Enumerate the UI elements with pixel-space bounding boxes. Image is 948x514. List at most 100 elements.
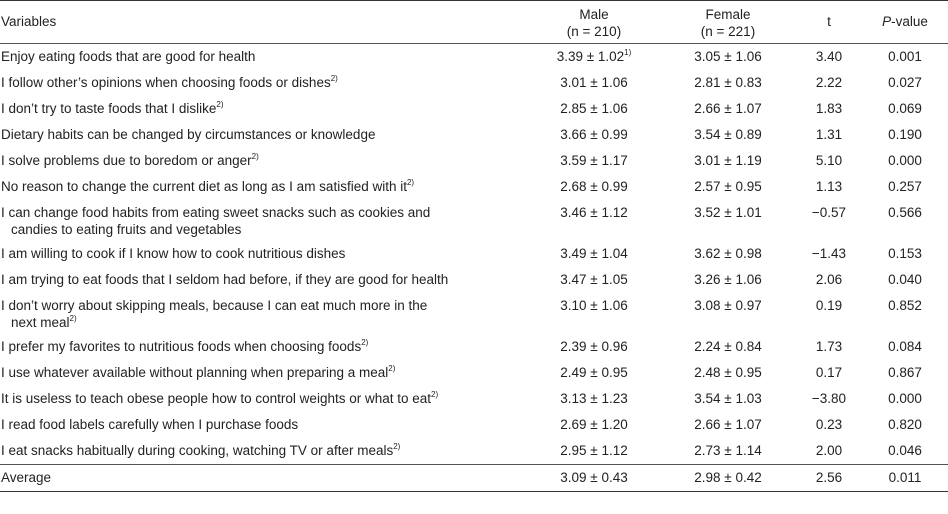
p-value: 0.084 bbox=[888, 339, 922, 354]
footnote-marker: 2) bbox=[69, 313, 77, 323]
male-value: 3.10 ± 1.06 bbox=[528, 293, 660, 334]
variable-line: I prefer my favorites to nutritious food… bbox=[1, 339, 362, 354]
variable-line: It is useless to teach obese people how … bbox=[1, 391, 432, 406]
t-value: 1.73 bbox=[815, 339, 843, 354]
female-value: 3.01 ± 1.19 bbox=[694, 153, 762, 168]
male-mean-sd: 3.01 ± 1.06 bbox=[560, 75, 628, 90]
t-value: 1.83 bbox=[815, 101, 843, 116]
footnote-marker: 2) bbox=[330, 73, 338, 83]
t-value: −0.57 bbox=[811, 205, 847, 220]
p-value: 0.257 bbox=[888, 179, 922, 194]
male-value: 3.46 ± 1.12 bbox=[528, 200, 660, 241]
male-value: 2.39 ± 0.96 bbox=[528, 334, 660, 360]
p-value: 0.027 bbox=[888, 75, 922, 90]
table-row: It is useless to teach obese people how … bbox=[0, 386, 948, 412]
variable-cell: I use whatever available without plannin… bbox=[0, 360, 528, 386]
footnote-marker: 2) bbox=[393, 441, 401, 451]
t-value: 1.31 bbox=[815, 127, 843, 142]
variable-cell: It is useless to teach obese people how … bbox=[0, 386, 528, 412]
table-row: Enjoy eating foods that are good for hea… bbox=[0, 44, 948, 71]
male-mean-sd: 3.46 ± 1.12 bbox=[560, 205, 628, 220]
header-female-n: (n = 221) bbox=[700, 24, 756, 39]
t-value: −1.43 bbox=[811, 246, 847, 261]
header-p-value: P-value bbox=[862, 1, 948, 44]
t-value: 1.13 bbox=[815, 179, 843, 194]
t-value: 0.23 bbox=[815, 417, 843, 432]
p-value: 0.153 bbox=[888, 246, 922, 261]
header-variables: Variables bbox=[1, 14, 57, 29]
t-value: 0.17 bbox=[815, 365, 843, 380]
male-value: 3.59 ± 1.17 bbox=[528, 148, 660, 174]
header-p-rest: -value bbox=[891, 14, 928, 29]
header-male-n: (n = 210) bbox=[566, 24, 622, 39]
table-header: Variables Male (n = 210) Female (n = 221… bbox=[0, 0, 948, 44]
header-row: Variables Male (n = 210) Female (n = 221… bbox=[0, 0, 948, 44]
average-p: 0.011 bbox=[888, 470, 922, 485]
male-value: 3.13 ± 1.23 bbox=[528, 386, 660, 412]
p-value: 0.190 bbox=[888, 127, 922, 142]
p-value: 0.566 bbox=[888, 205, 922, 220]
variable-line-continued: candies to eating fruits and vegetables bbox=[1, 221, 524, 238]
variable-cell: I eat snacks habitually during cooking, … bbox=[0, 438, 528, 465]
table-row: I am trying to eat foods that I seldom h… bbox=[0, 267, 948, 293]
male-value: 2.85 ± 1.06 bbox=[528, 96, 660, 122]
male-mean-sd: 2.85 ± 1.06 bbox=[560, 101, 628, 116]
header-p-italic: P bbox=[882, 14, 892, 29]
header-male-label: Male bbox=[579, 7, 609, 22]
p-value: 0.069 bbox=[888, 101, 922, 116]
female-value: 3.54 ± 1.03 bbox=[694, 391, 762, 406]
p-value: 0.040 bbox=[888, 272, 922, 287]
table-row: I am willing to cook if I know how to co… bbox=[0, 241, 948, 267]
female-value: 2.73 ± 1.14 bbox=[694, 443, 762, 458]
footnote-marker: 2) bbox=[216, 99, 224, 109]
male-mean-sd: 3.59 ± 1.17 bbox=[560, 153, 628, 168]
footnote-marker: 2) bbox=[406, 177, 415, 187]
t-value: 2.00 bbox=[815, 443, 843, 458]
male-mean-sd: 3.47 ± 1.05 bbox=[560, 272, 628, 287]
variable-cell: I don’t worry about skipping meals, beca… bbox=[0, 293, 528, 334]
variable-cell: I am willing to cook if I know how to co… bbox=[0, 241, 528, 267]
table-row: I eat snacks habitually during cooking, … bbox=[0, 438, 948, 465]
male-mean-sd: 3.66 ± 0.99 bbox=[560, 127, 628, 142]
footnote-marker: 2) bbox=[388, 363, 396, 373]
variable-line: I can change food habits from eating swe… bbox=[1, 205, 431, 220]
table-row: I use whatever available without plannin… bbox=[0, 360, 948, 386]
variable-cell: No reason to change the current diet as … bbox=[0, 174, 528, 200]
variable-line: I don’t try to taste foods that I dislik… bbox=[1, 101, 217, 116]
variable-line: I don’t worry about skipping meals, beca… bbox=[1, 298, 428, 313]
variable-line: No reason to change the current diet as … bbox=[1, 179, 407, 194]
average-row: Average 3.09 ± 0.43 2.98 ± 0.42 2.56 0.0… bbox=[0, 464, 948, 492]
t-value: 0.19 bbox=[815, 298, 843, 313]
male-value: 3.47 ± 1.05 bbox=[528, 267, 660, 293]
variable-line: I am willing to cook if I know how to co… bbox=[1, 246, 346, 261]
male-mean-sd: 3.39 ± 1.02 bbox=[556, 49, 625, 64]
header-female: Female (n = 221) bbox=[660, 1, 796, 44]
p-value: 0.000 bbox=[888, 391, 922, 406]
male-mean-sd: 2.68 ± 0.99 bbox=[560, 179, 628, 194]
female-value: 2.48 ± 0.95 bbox=[694, 365, 762, 380]
female-value: 2.57 ± 0.95 bbox=[694, 179, 762, 194]
variable-cell: Enjoy eating foods that are good for hea… bbox=[0, 44, 528, 71]
table-row: I don’t worry about skipping meals, beca… bbox=[0, 293, 948, 334]
variable-line: I follow other’s opinions when choosing … bbox=[1, 75, 331, 90]
header-male: Male (n = 210) bbox=[528, 1, 660, 44]
female-value: 3.26 ± 1.06 bbox=[694, 272, 762, 287]
table-row: Dietary habits can be changed by circums… bbox=[0, 122, 948, 148]
male-mean-sd: 3.10 ± 1.06 bbox=[560, 298, 628, 313]
female-value: 3.52 ± 1.01 bbox=[694, 205, 762, 220]
t-value: 2.22 bbox=[815, 75, 843, 90]
t-value: −3.80 bbox=[811, 391, 847, 406]
p-value: 0.867 bbox=[888, 365, 922, 380]
female-value: 3.54 ± 0.89 bbox=[694, 127, 762, 142]
table-row: I follow other’s opinions when choosing … bbox=[0, 70, 948, 96]
variable-cell: I read food labels carefully when I purc… bbox=[0, 412, 528, 438]
variable-line: I read food labels carefully when I purc… bbox=[1, 417, 299, 432]
male-mean-sd: 3.13 ± 1.23 bbox=[560, 391, 628, 406]
p-value: 0.852 bbox=[888, 298, 922, 313]
p-value: 0.820 bbox=[888, 417, 922, 432]
variable-cell: I can change food habits from eating swe… bbox=[0, 200, 528, 241]
male-value: 2.69 ± 1.20 bbox=[528, 412, 660, 438]
female-value: 2.66 ± 1.07 bbox=[694, 417, 762, 432]
variable-cell: Dietary habits can be changed by circums… bbox=[0, 122, 528, 148]
variable-cell: I follow other’s opinions when choosing … bbox=[0, 70, 528, 96]
